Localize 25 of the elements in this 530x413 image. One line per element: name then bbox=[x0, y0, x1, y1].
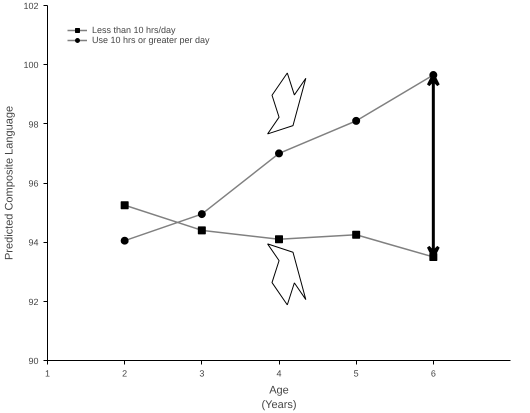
legend-label: Less than 10 hrs/day bbox=[92, 25, 176, 35]
y-tick-label: 92 bbox=[28, 296, 39, 307]
legend-label: Use 10 hrs or greater per day bbox=[92, 35, 210, 45]
y-tick-label: 102 bbox=[23, 1, 39, 11]
x-axis-title: Age (Years) bbox=[261, 384, 297, 411]
y-tick-label: 98 bbox=[28, 119, 39, 130]
x-tick-label: 5 bbox=[354, 368, 359, 378]
point bbox=[198, 226, 206, 234]
y-axis-title: Predicted Composite Language bbox=[3, 106, 16, 260]
x-tick-label: 6 bbox=[430, 368, 436, 378]
x-tick-label: 4 bbox=[276, 368, 282, 378]
point bbox=[198, 210, 206, 218]
y-tick-label: 90 bbox=[28, 356, 39, 366]
point bbox=[120, 236, 129, 245]
point bbox=[352, 116, 360, 125]
point bbox=[352, 230, 360, 239]
point bbox=[275, 235, 283, 244]
y-tick-label: 96 bbox=[28, 178, 39, 188]
point bbox=[120, 201, 129, 210]
x-tick-label: 3 bbox=[199, 368, 204, 378]
y-tick-label: 94 bbox=[28, 238, 39, 248]
x-tick-label: 2 bbox=[122, 368, 128, 378]
y-tick-label: 100 bbox=[23, 60, 39, 70]
point bbox=[275, 149, 283, 158]
x-tick-label: 1 bbox=[44, 368, 50, 378]
